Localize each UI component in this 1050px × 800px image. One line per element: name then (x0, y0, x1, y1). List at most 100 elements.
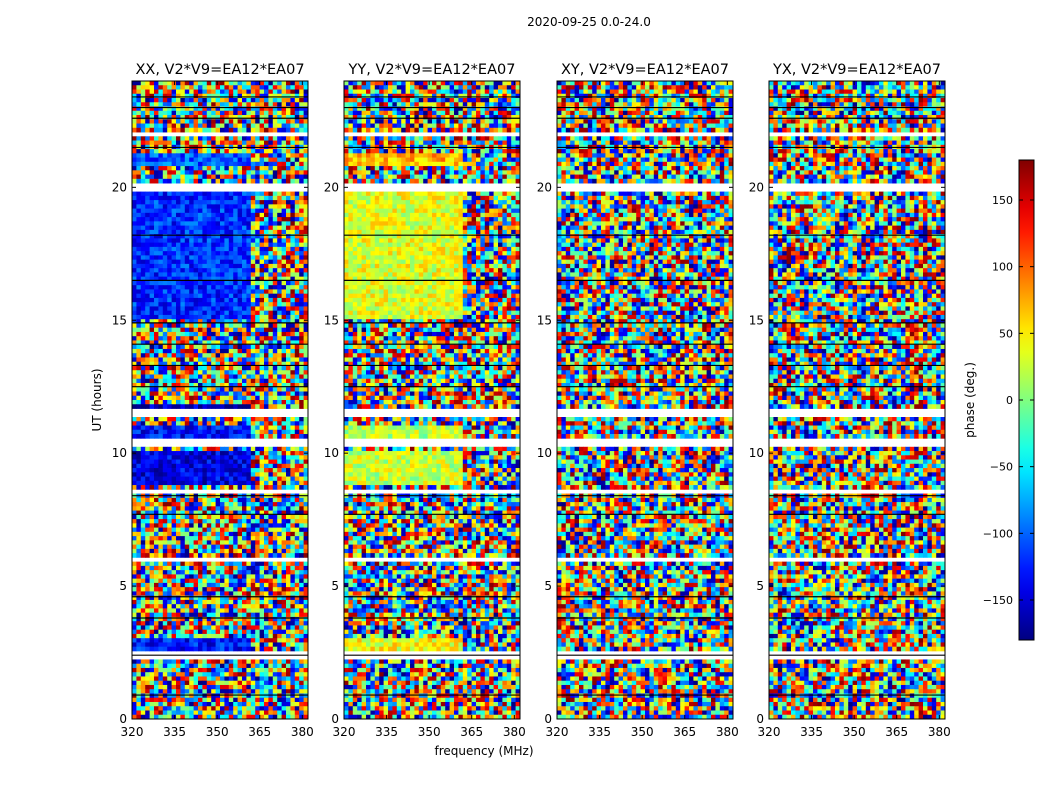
heatmap-cell (282, 179, 287, 184)
heatmap-cell (132, 306, 137, 311)
heatmap-cell (176, 332, 181, 337)
heatmap-cell (185, 366, 190, 371)
heatmap-cell (220, 642, 225, 647)
heatmap-cell (172, 221, 177, 226)
heatmap-cell (202, 158, 207, 163)
heatmap-cell (286, 519, 291, 524)
heatmap-cell (145, 226, 150, 231)
heatmap-cell (172, 251, 177, 256)
heatmap-cell (264, 630, 269, 635)
heatmap-cell (295, 634, 300, 639)
heatmap-cell (290, 102, 295, 107)
heatmap-cell (233, 158, 238, 163)
heatmap-cell (273, 136, 278, 141)
heatmap-cell (277, 336, 282, 341)
heatmap-cell (268, 553, 273, 558)
heatmap-cell (233, 532, 238, 537)
heatmap-cell (238, 426, 243, 431)
heatmap-cell (207, 166, 212, 171)
heatmap-cell (260, 272, 265, 277)
heatmap-cell (268, 625, 273, 630)
heatmap-cell (299, 136, 304, 141)
heatmap-cell (189, 434, 194, 439)
heatmap-cell (273, 566, 278, 571)
heatmap-cell (224, 281, 229, 286)
heatmap-cell (189, 370, 194, 375)
heatmap-cell (216, 128, 221, 133)
heatmap-cell (268, 370, 273, 375)
heatmap-cell (136, 528, 141, 533)
heatmap-cell (295, 574, 300, 579)
heatmap-cell (145, 579, 150, 584)
heatmap-cell (136, 179, 141, 184)
heatmap-cell (167, 421, 172, 426)
heatmap-cell (189, 638, 194, 643)
heatmap-cell (260, 400, 265, 405)
heatmap-cell (238, 264, 243, 269)
heatmap-cell (246, 149, 251, 154)
heatmap-cell (242, 102, 247, 107)
heatmap-cell (264, 532, 269, 537)
heatmap-cell (176, 374, 181, 379)
heatmap-cell (198, 255, 203, 260)
heatmap-cell (233, 574, 238, 579)
heatmap-cell (180, 306, 185, 311)
heatmap-cell (136, 94, 141, 99)
heatmap-cell (233, 468, 238, 473)
heatmap-cell (154, 247, 159, 252)
heatmap-cell (242, 141, 247, 146)
heatmap-cell (251, 455, 256, 460)
heatmap-cell (198, 460, 203, 465)
heatmap-cell (211, 179, 216, 184)
heatmap-cell (268, 289, 273, 294)
heatmap-cell (295, 332, 300, 337)
heatmap-cell (233, 166, 238, 171)
heatmap-cell (211, 455, 216, 460)
heatmap-cell (158, 90, 163, 95)
heatmap-cell (233, 357, 238, 362)
heatmap-cell (158, 213, 163, 218)
heatmap-cell (260, 485, 265, 490)
heatmap-cell (132, 115, 137, 120)
heatmap-cell (211, 634, 216, 639)
heatmap-cell (198, 124, 203, 129)
heatmap-cell (167, 353, 172, 358)
heatmap-cell (242, 153, 247, 158)
heatmap-cell (211, 506, 216, 511)
heatmap-cell (299, 485, 304, 490)
heatmap-cell (224, 566, 229, 571)
heatmap-cell (290, 175, 295, 180)
heatmap-cell (180, 98, 185, 103)
heatmap-cell (220, 528, 225, 533)
heatmap-cell (290, 434, 295, 439)
heatmap-cell (180, 243, 185, 248)
heatmap-cell (238, 158, 243, 163)
heatmap-cell (264, 281, 269, 286)
heatmap-cell (255, 545, 260, 550)
heatmap-cell (167, 391, 172, 396)
heatmap-cell (242, 638, 247, 643)
heatmap-cell (211, 562, 216, 567)
heatmap-cell (180, 545, 185, 550)
heatmap-cell (251, 366, 256, 371)
heatmap-cell (264, 179, 269, 184)
heatmap-cell (150, 404, 155, 409)
heatmap-cell (268, 243, 273, 248)
heatmap-cell (299, 243, 304, 248)
heatmap-cell (264, 285, 269, 290)
heatmap-cell (198, 247, 203, 252)
heatmap-cell (145, 328, 150, 333)
heatmap-cell (167, 323, 172, 328)
heatmap-cell (163, 430, 168, 435)
heatmap-cell (242, 315, 247, 320)
heatmap-cell (220, 268, 225, 273)
heatmap-cell (286, 634, 291, 639)
heatmap-cell (185, 349, 190, 354)
heatmap-cell (238, 621, 243, 626)
heatmap-cell (158, 175, 163, 180)
heatmap-cell (216, 404, 221, 409)
heatmap-cell (150, 243, 155, 248)
heatmap-cell (145, 468, 150, 473)
heatmap-cell (282, 562, 287, 567)
heatmap-cell (268, 391, 273, 396)
